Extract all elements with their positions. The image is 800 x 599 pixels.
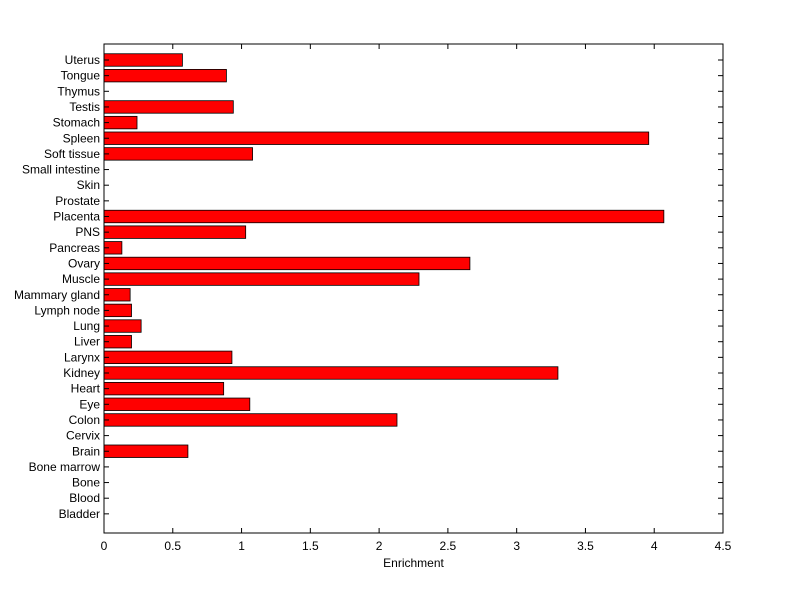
x-axis-title: Enrichment: [383, 556, 444, 570]
x-tick-label-0-5: 0.5: [164, 539, 181, 553]
y-tick-label-kidney: Kidney: [63, 366, 100, 380]
bar-eye: [103, 397, 251, 411]
y-tick-label-bone-marrow: Bone marrow: [29, 460, 101, 474]
bar-placenta: [103, 209, 665, 224]
x-tick-label-4: 4: [651, 539, 658, 553]
bar-uterus: [103, 53, 183, 67]
y-tick-label-mammary-gland: Mammary gland: [14, 288, 100, 302]
y-tick-label-muscle: Muscle: [62, 272, 100, 286]
y-tick-label-cervix: Cervix: [66, 429, 100, 443]
y-tick-label-lymph-node: Lymph node: [34, 303, 100, 317]
y-tick-label-eye: Eye: [79, 397, 100, 411]
y-tick-label-pns: PNS: [75, 225, 100, 239]
bar-heart: [103, 381, 225, 396]
plot-background: [104, 44, 723, 533]
y-tick-label-bladder: Bladder: [59, 507, 100, 521]
y-tick-label-colon: Colon: [69, 413, 100, 427]
bar-brain: [103, 444, 189, 458]
y-tick-label-small-intestine: Small intestine: [22, 163, 100, 177]
y-tick-label-lung: Lung: [73, 319, 100, 333]
y-tick-label-blood: Blood: [69, 491, 100, 505]
bar-larynx: [103, 350, 233, 365]
y-tick-label-pancreas: Pancreas: [49, 241, 100, 255]
y-tick-label-brain: Brain: [72, 444, 100, 458]
y-tick-label-bone: Bone: [72, 476, 100, 490]
bar-muscle: [103, 272, 420, 286]
bar-ovary: [103, 256, 471, 271]
y-tick-label-uterus: Uterus: [65, 53, 100, 67]
x-tick-label-1-5: 1.5: [302, 539, 319, 553]
y-tick-label-prostate: Prostate: [55, 194, 100, 208]
bar-kidney: [103, 366, 559, 380]
x-ticks-group: 0 0.5 1 1.5 2 2.5 3 3.5 4 4.5: [101, 44, 732, 553]
y-tick-label-stomach: Stomach: [53, 116, 100, 130]
bar-lung: [103, 319, 142, 333]
y-tick-label-placenta: Placenta: [53, 210, 100, 224]
bar-soft-tissue: [103, 147, 253, 161]
bar-tongue: [103, 69, 227, 83]
x-tick-label-0: 0: [101, 539, 108, 553]
plot-frame: [103, 43, 724, 534]
x-tick-label-3-5: 3.5: [577, 539, 594, 553]
x-tick-label-1: 1: [238, 539, 245, 553]
y-tick-label-larynx: Larynx: [64, 350, 100, 364]
y-tick-label-skin: Skin: [77, 178, 100, 192]
y-tick-label-heart: Heart: [71, 382, 101, 396]
y-tick-label-liver: Liver: [74, 335, 100, 349]
bar-pns: [103, 225, 247, 239]
y-tick-label-spleen: Spleen: [63, 131, 100, 145]
y-tick-label-soft-tissue: Soft tissue: [44, 147, 100, 161]
bar-colon: [103, 413, 398, 427]
bar-spleen: [103, 131, 650, 145]
x-tick-label-2: 2: [376, 539, 383, 553]
x-tick-label-3: 3: [513, 539, 520, 553]
x-tick-label-2-5: 2.5: [440, 539, 457, 553]
y-tick-label-testis: Testis: [69, 100, 100, 114]
y-tick-label-thymus: Thymus: [57, 84, 100, 98]
bar-testis: [103, 100, 234, 114]
y-tick-label-ovary: Ovary: [68, 256, 100, 270]
y-tick-label-tongue: Tongue: [61, 69, 101, 83]
x-tick-label-4-5: 4.5: [715, 539, 732, 553]
